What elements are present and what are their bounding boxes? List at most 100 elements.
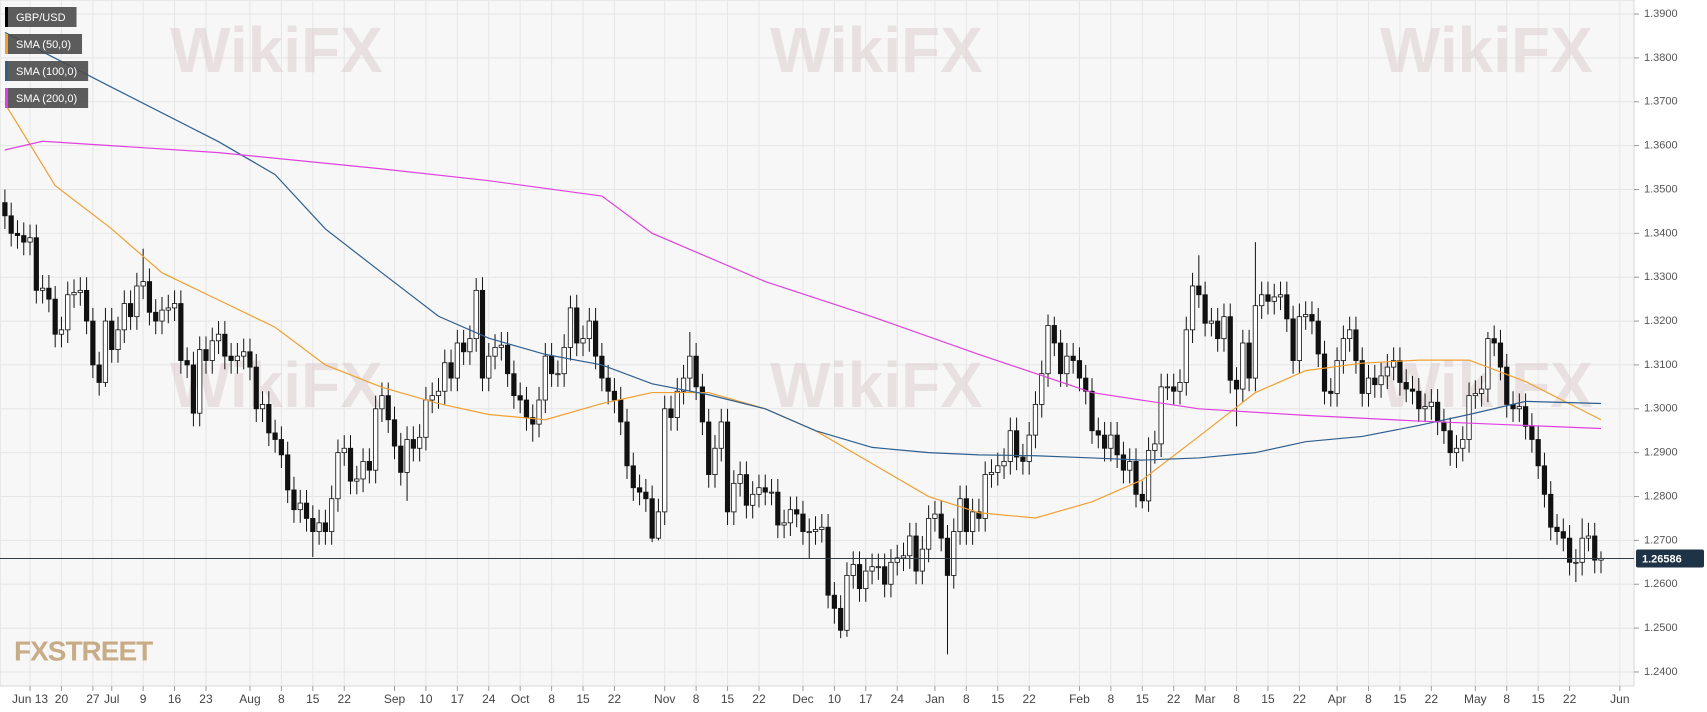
candle-body [1233, 379, 1240, 390]
candle-body [1152, 443, 1158, 451]
candle-body [1403, 382, 1409, 390]
x-tick-label: 27 [86, 692, 100, 706]
candle-body [1592, 535, 1598, 561]
candle-body [900, 555, 907, 559]
watermark: WikiFX [770, 14, 983, 86]
candle-body [963, 498, 969, 533]
y-tick-label: 1.2500 [1644, 622, 1678, 634]
candle-body [442, 362, 448, 392]
candle-body [743, 474, 750, 506]
y-tick-label: 1.3400 [1644, 227, 1678, 239]
candle-body [467, 338, 473, 353]
candle-body [863, 570, 869, 590]
candle-body [1523, 406, 1529, 427]
candle-body [241, 351, 247, 357]
y-tick-label: 1.2900 [1644, 447, 1678, 459]
candle-body [127, 303, 134, 318]
candle-body [1202, 294, 1208, 324]
x-tick-label: 20 [55, 692, 69, 706]
candle-body [724, 421, 731, 513]
candle-body [40, 287, 46, 291]
candle-body [574, 307, 580, 344]
candle-body [624, 421, 630, 467]
sma-line [4, 140, 1602, 430]
candle-body [693, 355, 699, 388]
candle-body [83, 289, 90, 322]
x-tick-label: Oct [511, 692, 530, 706]
candle-body [1466, 395, 1472, 440]
candle-body [856, 564, 863, 590]
candle-body [146, 281, 153, 313]
candle-body [1089, 390, 1095, 432]
y-tick-label: 1.3700 [1644, 96, 1678, 108]
candle-body [838, 607, 844, 631]
candle-body [197, 349, 203, 414]
candle-body [417, 436, 423, 449]
candle-body [272, 432, 278, 440]
candle-body [1177, 382, 1183, 392]
candle-body [530, 417, 536, 425]
candle-body [1284, 294, 1290, 320]
candle-body [429, 395, 435, 401]
candle-body [1309, 314, 1315, 322]
candle-body [1573, 561, 1579, 564]
candle-body [1290, 318, 1296, 361]
candle-body [1101, 434, 1108, 449]
candle-body [1409, 388, 1416, 392]
candle-body [1334, 360, 1340, 394]
candle-body [153, 311, 159, 322]
candle-body [517, 395, 523, 401]
candle-body [228, 355, 234, 361]
candle-body [140, 281, 146, 287]
candle-body [706, 421, 712, 475]
candle-body [385, 395, 391, 421]
candle-body [655, 511, 662, 539]
candle-body [461, 342, 467, 353]
candle-body [65, 294, 71, 331]
candle-body [1560, 531, 1566, 539]
legend-box [5, 61, 89, 81]
candle-body [1026, 434, 1032, 462]
x-tick-label: 8 [1503, 692, 1510, 706]
candle-body [762, 487, 768, 493]
candle-body [102, 320, 109, 383]
candle-body [379, 395, 385, 410]
candle-body [1541, 465, 1548, 495]
candle-body [1158, 386, 1164, 445]
candle-body [907, 535, 913, 557]
candle-body [1416, 390, 1422, 410]
candle-body [869, 566, 875, 572]
candle-body [988, 471, 995, 475]
candle-body [957, 498, 963, 533]
candle-body [14, 232, 21, 236]
candle-body [1529, 425, 1535, 440]
candle-body [781, 522, 787, 526]
candle-body [1340, 338, 1346, 361]
x-tick-label: 15 [721, 692, 735, 706]
candle-body [423, 399, 429, 438]
candle-body [1504, 366, 1510, 405]
legend-box [5, 34, 83, 54]
candle-body [58, 329, 65, 335]
candle-body [297, 502, 303, 511]
candle-body [618, 399, 624, 423]
candle-body [1353, 329, 1359, 361]
candle-body [555, 373, 561, 376]
candle-body [291, 489, 297, 511]
y-tick-label: 1.3600 [1644, 140, 1678, 152]
candle-body [492, 346, 498, 357]
candle-body [712, 447, 718, 475]
candle-body [1196, 285, 1202, 296]
candle-body [982, 474, 988, 519]
y-tick-label: 1.2600 [1644, 578, 1678, 590]
candle-body [329, 498, 335, 533]
candle-body [775, 491, 781, 526]
candle-body [718, 421, 724, 449]
x-tick-label: 8 [278, 692, 285, 706]
candle-body [995, 465, 1001, 473]
candle-body [1265, 294, 1271, 302]
x-tick-label: Aug [239, 692, 260, 706]
candle-body [1271, 296, 1277, 302]
candle-body [115, 329, 121, 350]
